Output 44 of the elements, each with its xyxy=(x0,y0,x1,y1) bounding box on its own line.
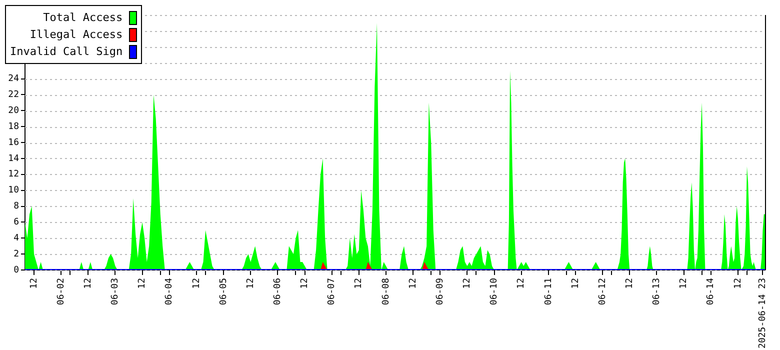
x-tick-label: 06-07 xyxy=(327,278,338,306)
x-tick-label: 06-03 xyxy=(110,278,121,306)
x-tick-label: 2025-06-14 23 xyxy=(758,278,768,348)
x-tick-label: 12 xyxy=(516,278,527,289)
legend-label: Illegal Access xyxy=(30,28,123,41)
x-tick-label: 12 xyxy=(84,278,94,289)
x-tick-label: 12 xyxy=(300,278,310,289)
x-tick-label: 12 xyxy=(192,278,202,289)
y-tick-label: 20 xyxy=(8,106,19,116)
y-tick-label: 10 xyxy=(8,186,19,196)
y-tick-label: 8 xyxy=(14,202,19,212)
y-tick-label: 2 xyxy=(14,249,19,260)
x-tick-label: 06-04 xyxy=(164,278,175,306)
y-tick-label: 22 xyxy=(8,90,19,100)
x-tick-label: 06-11 xyxy=(544,278,554,306)
x-tick-label: 12 xyxy=(138,278,148,289)
x-tick-label: 12 xyxy=(354,278,364,289)
x-tick-label: 12 xyxy=(733,278,744,289)
y-tick-label: 12 xyxy=(8,170,19,180)
x-tick-label: 06-05 xyxy=(218,278,229,306)
x-tick-label: 12 xyxy=(29,278,40,289)
y-tick-label: 18 xyxy=(8,122,19,132)
legend-label: Total Access xyxy=(43,11,123,24)
x-tick-label: 06-08 xyxy=(381,278,392,306)
x-tick-label: 06-10 xyxy=(490,278,500,306)
y-tick-label: 0 xyxy=(14,265,19,276)
x-tick-label: 12 xyxy=(408,278,418,289)
x-tick-label: 06-06 xyxy=(273,278,284,306)
y-tick-label: 16 xyxy=(8,138,19,148)
x-tick-label: 12 xyxy=(624,278,635,289)
x-tick-label: 06-12 xyxy=(598,278,608,306)
x-tick-label: 12 xyxy=(246,278,256,289)
x-tick-label: 06-02 xyxy=(56,278,66,306)
x-tick-label: 06-14 xyxy=(706,278,716,306)
x-tick-label: 12 xyxy=(570,278,581,289)
y-tick-label: 6 xyxy=(14,218,19,228)
y-tick-label: 24 xyxy=(8,74,19,84)
y-tick-label: 14 xyxy=(8,154,19,164)
x-tick-label: 06-09 xyxy=(435,278,446,306)
legend-label: Invalid Call Sign xyxy=(10,45,123,58)
x-tick-label: 06-13 xyxy=(652,278,662,306)
x-tick-label: 12 xyxy=(462,278,473,289)
x-tick-label: 12 xyxy=(679,278,690,289)
y-tick-label: 4 xyxy=(14,233,19,244)
